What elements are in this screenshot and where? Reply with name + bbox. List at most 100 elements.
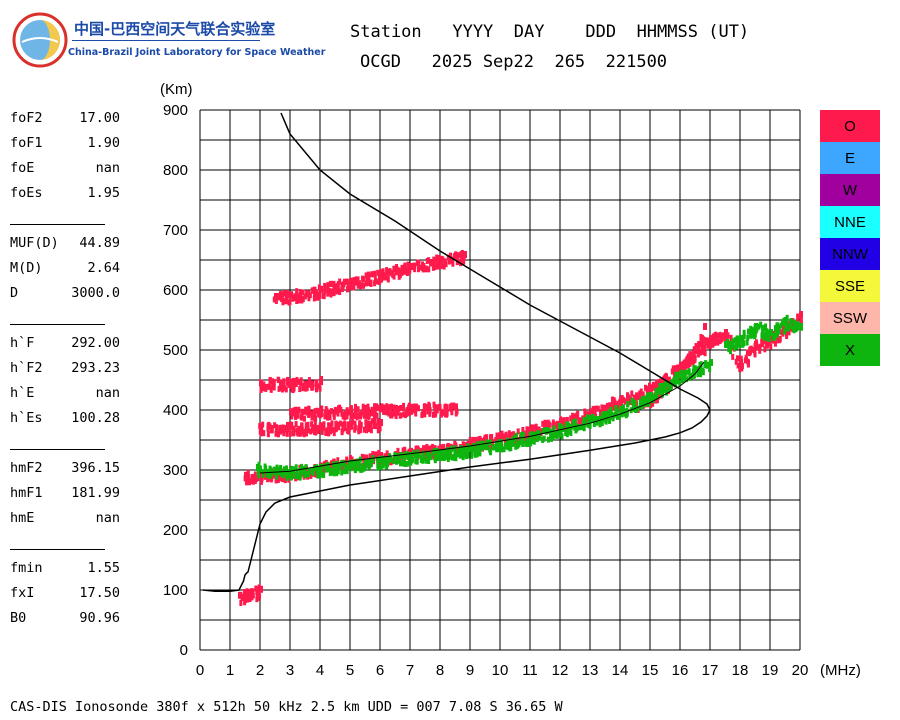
- trace-point: [760, 338, 764, 345]
- trace-point: [565, 431, 569, 438]
- legend-item-SSW: SSW: [820, 302, 880, 334]
- param-hmF1: hmF1 181.99: [10, 485, 120, 501]
- trace-point: [326, 282, 330, 289]
- legend-item-W: W: [820, 174, 880, 206]
- trace-point: [687, 368, 691, 375]
- trace-point: [438, 404, 442, 411]
- trace-point: [266, 476, 270, 483]
- trace-point: [496, 446, 500, 453]
- trace-point: [438, 454, 442, 461]
- header-labels: Station YYYY DAY DDD HHMMSS (UT): [350, 22, 750, 42]
- trace-point: [470, 452, 474, 459]
- trace-point: [386, 276, 390, 283]
- trace-point: [509, 438, 513, 445]
- trace-point: [349, 459, 353, 467]
- trace-point: [307, 410, 311, 417]
- trace-point: [387, 410, 391, 417]
- trace-point: [282, 378, 286, 385]
- trace-point: [482, 436, 486, 443]
- trace-point: [338, 464, 342, 471]
- trace-point: [400, 269, 404, 276]
- trace-point: [723, 335, 727, 342]
- trace-point: [256, 464, 260, 471]
- x-axis-label: (MHz): [820, 662, 861, 679]
- trace-point: [604, 407, 608, 414]
- trace-point: [326, 414, 330, 421]
- trace-point: [339, 420, 343, 427]
- trace-point: [295, 427, 299, 434]
- trace-point: [313, 426, 317, 433]
- trace-point: [625, 410, 629, 417]
- trace-point: [525, 426, 529, 433]
- trace-point: [286, 421, 290, 428]
- trace-point: [598, 418, 602, 425]
- trace-point: [257, 472, 261, 479]
- x-tick-label: 2: [256, 662, 264, 679]
- trace-point: [555, 421, 559, 428]
- trace-point: [415, 455, 419, 462]
- trace-point: [379, 419, 383, 426]
- trace-point: [349, 278, 353, 285]
- trace-point: [283, 385, 287, 392]
- trace-point: [751, 346, 755, 353]
- trace-point: [499, 446, 503, 453]
- trace-point: [582, 425, 586, 432]
- trace-point: [371, 418, 375, 425]
- trace-point: [353, 403, 357, 410]
- trace-point: [292, 426, 296, 433]
- trace-point: [449, 446, 453, 453]
- trace-point: [555, 430, 559, 437]
- legend-item-NNW: NNW: [820, 238, 880, 270]
- trace-point: [784, 317, 788, 324]
- trace-point: [453, 442, 457, 449]
- trace-point: [651, 400, 655, 407]
- trace-point: [651, 394, 655, 401]
- trace-point: [427, 403, 431, 410]
- trace-point: [562, 417, 566, 424]
- trace-point: [749, 346, 753, 353]
- trace-point: [641, 398, 645, 405]
- trace-point: [341, 465, 345, 472]
- trace-point: [295, 473, 299, 480]
- trace-point: [296, 297, 300, 304]
- trace-point: [638, 390, 642, 397]
- trace-point: [604, 411, 608, 418]
- trace-point: [336, 468, 340, 475]
- trace-point: [604, 418, 608, 425]
- trace-point: [764, 331, 768, 338]
- trace-point: [313, 420, 317, 427]
- trace-point: [441, 449, 445, 456]
- trace-point: [454, 251, 458, 258]
- trace-point: [289, 474, 293, 481]
- trace-point: [417, 405, 421, 412]
- trace-point: [715, 339, 719, 346]
- trace-point: [296, 412, 300, 419]
- trace-point: [603, 404, 607, 411]
- trace-point: [257, 593, 261, 600]
- y-tick-label: 800: [163, 162, 188, 179]
- trace-point: [499, 433, 503, 441]
- trace-point: [303, 293, 307, 300]
- trace-point: [424, 265, 428, 272]
- trace-point: [509, 445, 513, 452]
- param-D: D 3000.0: [10, 285, 120, 301]
- trace-point: [464, 453, 468, 460]
- trace-point: [652, 383, 656, 390]
- trace-point: [268, 466, 272, 473]
- x-tick-label: 12: [552, 662, 569, 679]
- trace-point: [688, 360, 692, 367]
- trace-point: [371, 450, 375, 457]
- trace-point: [324, 459, 328, 466]
- trace-point: [366, 403, 370, 410]
- trace-point: [463, 251, 467, 258]
- trace-point: [638, 398, 642, 405]
- x-tick-label: 19: [762, 662, 779, 679]
- trace-point: [407, 402, 411, 409]
- trace-point: [273, 466, 277, 473]
- trace-point: [779, 322, 783, 329]
- trace-point: [676, 364, 680, 371]
- trace-point: [647, 399, 651, 406]
- trace-point: [374, 423, 378, 430]
- trace-point: [435, 404, 439, 411]
